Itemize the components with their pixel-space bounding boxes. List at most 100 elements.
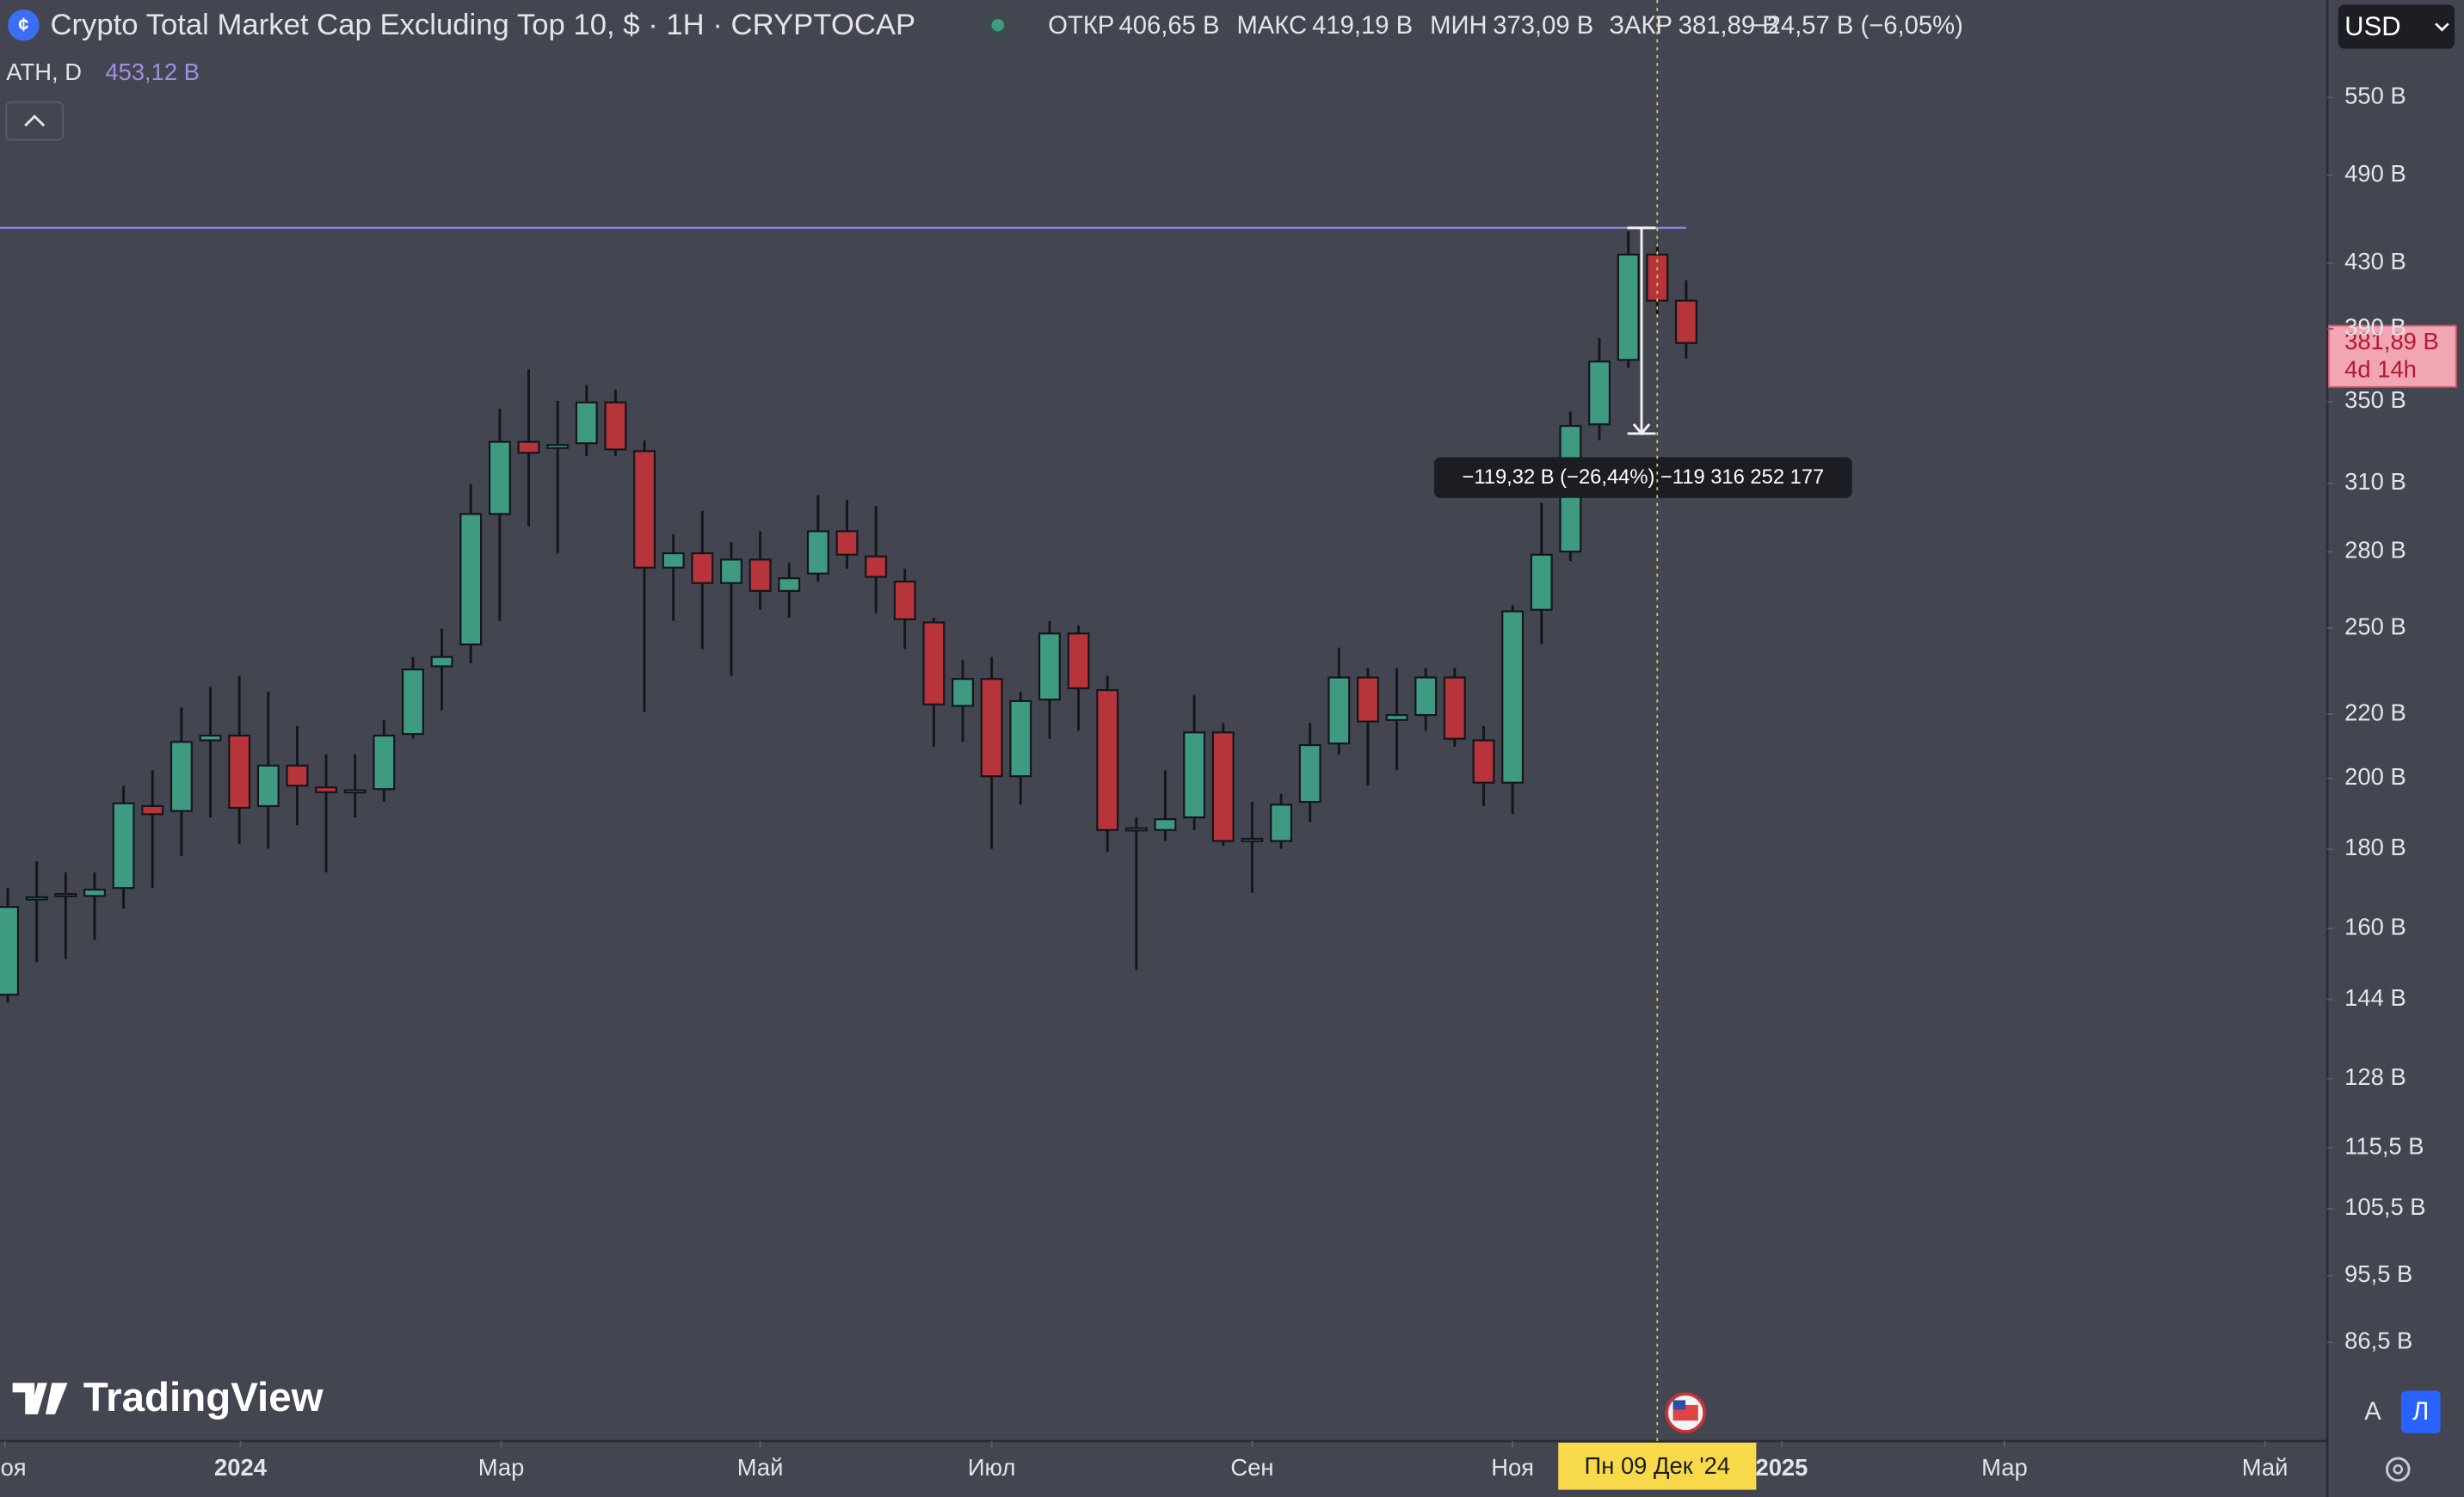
candle-body xyxy=(1617,253,1640,361)
overlay: −119,32 B (−26,44%) −119 316 252 177 Пн 0… xyxy=(1433,0,2457,1490)
candle-body xyxy=(865,555,888,578)
candle-body xyxy=(980,678,1003,778)
candle-body xyxy=(373,734,396,791)
x-tick-label: 2024 xyxy=(214,1454,268,1481)
legend-open-label: ОТКР xyxy=(1048,12,1114,40)
x-tick-label: Сен xyxy=(1230,1454,1273,1481)
candle-body xyxy=(662,551,685,569)
ath-value: 453,12 B xyxy=(105,59,200,85)
candle-body xyxy=(893,580,916,620)
x-tick-label: Ноя xyxy=(0,1454,27,1481)
legend-open: 406,65 B xyxy=(1118,12,1219,40)
y-tick-label: 86,5 B xyxy=(2344,1327,2412,1353)
candle-body xyxy=(1298,743,1321,804)
x-tick-label: 2025 xyxy=(1755,1454,1808,1481)
candle-body xyxy=(1443,676,1466,740)
symbol-logo-glyph: ¢ xyxy=(18,14,28,35)
measure-arrow xyxy=(1632,423,1651,436)
legend-close-label: ЗАКР xyxy=(1609,12,1672,40)
ath-label: ATH, D xyxy=(6,59,82,85)
candle-body xyxy=(1674,299,1697,344)
y-tick-label: 430 B xyxy=(2344,248,2406,274)
candle-body xyxy=(459,513,483,646)
candle-body xyxy=(778,577,801,592)
candle-body xyxy=(1067,632,1090,690)
candle-body xyxy=(25,896,48,901)
candle-body xyxy=(1038,632,1061,701)
currency-label: USD xyxy=(2344,11,2401,41)
candle-body xyxy=(315,786,338,793)
candle-body xyxy=(748,558,772,592)
candle-body xyxy=(1472,739,1495,784)
last-price-countdown: 4d 14h xyxy=(2344,356,2417,383)
candle-body xyxy=(1183,731,1206,819)
y-tick-label: 250 B xyxy=(2344,613,2406,639)
candle-body xyxy=(0,906,20,996)
y-tick-label: 350 B xyxy=(2344,386,2406,413)
candle-body xyxy=(1009,699,1032,778)
candle-body xyxy=(54,893,77,897)
candle-body xyxy=(719,558,742,584)
candle-body xyxy=(604,401,627,451)
candle-body xyxy=(228,734,251,810)
settings-button[interactable] xyxy=(2386,1457,2411,1482)
candle-body xyxy=(286,764,309,787)
y-tick-label: 144 B xyxy=(2344,984,2406,1011)
last-price-label: 381,89 B xyxy=(2344,328,2439,354)
candle-body xyxy=(1124,827,1148,832)
y-tick-label: 128 B xyxy=(2344,1063,2406,1090)
candle-body xyxy=(575,401,598,445)
candle-body xyxy=(633,450,656,569)
y-tick-label: 310 B xyxy=(2344,468,2406,495)
currency-button[interactable] xyxy=(2338,4,2455,49)
log-scale-button[interactable]: Л xyxy=(2412,1398,2429,1426)
legend-high-label: МАКС xyxy=(1236,12,1307,40)
candle-body xyxy=(1530,553,1553,611)
y-tick-label: 180 B xyxy=(2344,834,2406,860)
candle-body xyxy=(1241,837,1264,842)
collapse-button[interactable] xyxy=(5,101,64,141)
x-tick-label: Ноя xyxy=(1491,1454,1534,1481)
candle-body xyxy=(430,656,453,668)
candle-body xyxy=(1356,676,1379,723)
candle-body xyxy=(1154,818,1177,831)
y-tick-label: 280 B xyxy=(2344,537,2406,564)
crosshair-time-bg xyxy=(1558,1442,1757,1490)
chart-title: Crypto Total Market Cap Excluding Top 10… xyxy=(50,9,915,41)
brand-name: TradingView xyxy=(83,1375,324,1420)
symbol-logo xyxy=(8,9,40,41)
currency-chevron xyxy=(2435,22,2449,32)
log-scale-button-bg[interactable] xyxy=(2400,1390,2441,1433)
measure-label: −119,32 B (−26,44%) −119 316 252 177 xyxy=(1462,466,1824,489)
legend-close: 381,89 B xyxy=(1679,12,1779,40)
candle-body xyxy=(256,764,280,808)
candle-body xyxy=(1327,676,1351,745)
x-tick-label: Май xyxy=(2242,1454,2288,1481)
candle-body xyxy=(517,440,540,454)
candle-body xyxy=(402,668,424,736)
settings-icon xyxy=(2393,1463,2404,1475)
candle-body xyxy=(806,530,829,575)
candle-body xyxy=(952,678,975,707)
candle-body xyxy=(1414,676,1438,717)
event-flag-canton xyxy=(1672,1400,1686,1410)
candle-body xyxy=(488,440,511,515)
candle-body xyxy=(1501,610,1525,784)
candle-body xyxy=(835,530,859,556)
candle-body xyxy=(1385,714,1408,721)
y-tick-label: 490 B xyxy=(2344,160,2406,187)
candle-body xyxy=(1096,689,1119,831)
measure-tooltip xyxy=(1433,457,1852,498)
y-tick-label: 115,5 B xyxy=(2344,1132,2424,1159)
legend-low: 373,09 B xyxy=(1493,12,1593,40)
candle-body xyxy=(112,802,135,890)
crosshair-time-label: Пн 09 Дек '24 xyxy=(1585,1452,1730,1479)
collapse-icon xyxy=(24,114,46,127)
candle-body xyxy=(922,621,946,705)
x-tick-label: Июл xyxy=(968,1454,1016,1481)
auto-scale-button[interactable]: A xyxy=(2364,1398,2381,1426)
y-tick-label: 200 B xyxy=(2344,763,2406,790)
candle-body xyxy=(343,789,367,794)
